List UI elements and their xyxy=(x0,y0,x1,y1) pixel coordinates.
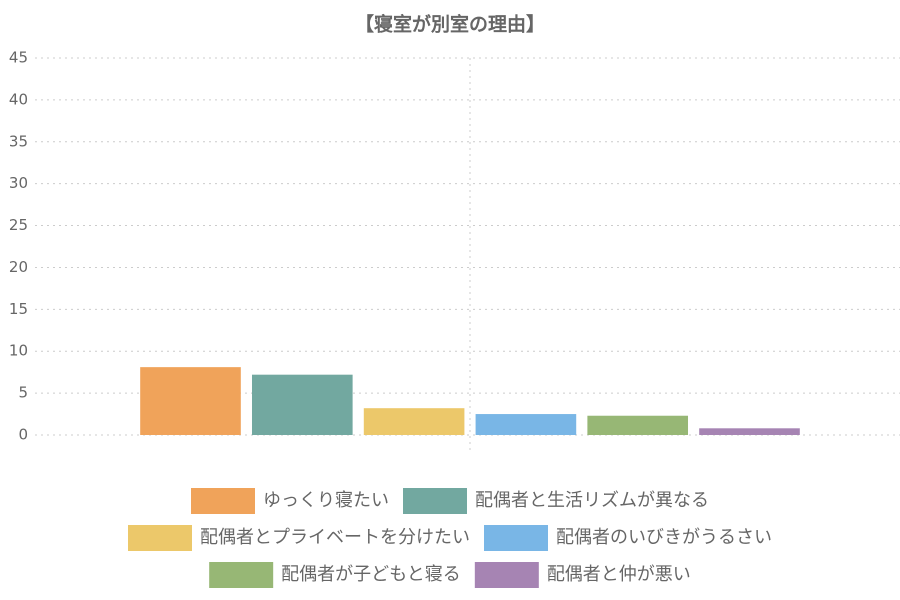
legend-swatch xyxy=(191,488,255,514)
legend-label: 配偶者が子どもと寝る xyxy=(281,564,461,585)
y-tick-label: 10 xyxy=(9,342,28,360)
legend-swatch xyxy=(474,562,539,588)
y-tick-label: 15 xyxy=(9,300,28,318)
legend-label: 配偶者と生活リズムが異なる xyxy=(475,490,709,511)
y-tick-label: 45 xyxy=(9,49,28,67)
y-tick-label: 25 xyxy=(9,216,28,234)
legend-label: 配偶者のいびきがうるさい xyxy=(556,527,772,548)
bar xyxy=(140,367,241,435)
y-tick-label: 40 xyxy=(9,90,28,108)
bar xyxy=(251,374,353,435)
bar xyxy=(587,415,689,435)
legend-swatch xyxy=(484,525,548,551)
bar xyxy=(363,408,465,435)
y-tick-label: 20 xyxy=(9,258,28,276)
legend-label: 配偶者とプライベートを分けたい xyxy=(200,527,470,548)
legend-swatch xyxy=(209,562,274,588)
bar xyxy=(475,414,577,435)
chart-title: 【寝室が別室の理由】 xyxy=(355,13,545,36)
legend-label: 配偶者と仲が悪い xyxy=(547,564,691,585)
y-tick-label: 5 xyxy=(18,384,28,402)
legend-swatch xyxy=(403,488,467,514)
bar xyxy=(699,428,800,435)
legend-label: ゆっくり寝たい xyxy=(263,490,389,511)
y-tick-label: 0 xyxy=(18,426,28,444)
y-tick-label: 30 xyxy=(9,174,28,192)
legend-swatch xyxy=(128,525,192,551)
y-tick-label: 35 xyxy=(9,132,28,150)
